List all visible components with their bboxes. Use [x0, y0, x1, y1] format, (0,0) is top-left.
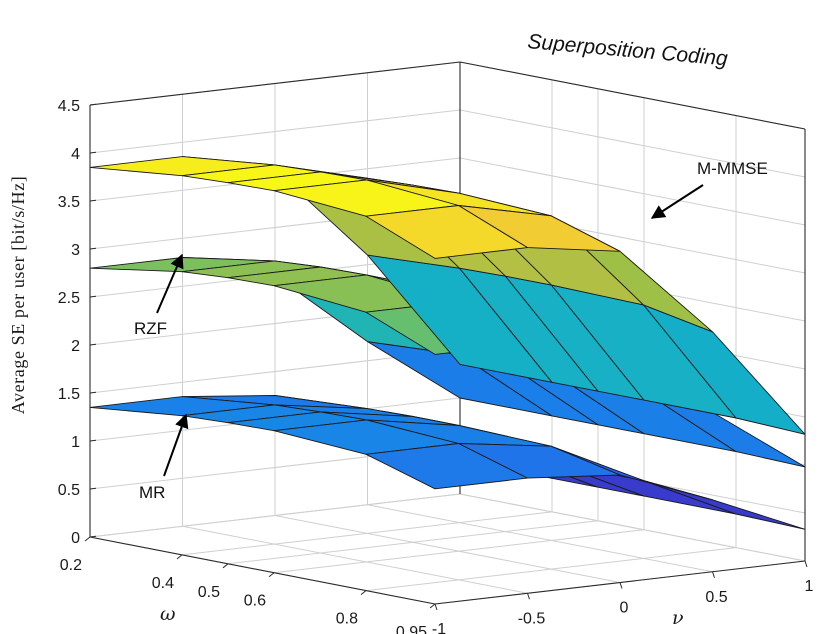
surface-m-mmse	[89, 156, 806, 435]
z-tick-label: 4.5	[58, 98, 80, 115]
nu-tick-label: 0.5	[705, 589, 727, 606]
nu-tick-mark	[712, 571, 715, 578]
chart-title: Superposition Coding	[527, 30, 729, 70]
axis-box-edge	[89, 536, 436, 605]
surface-patch	[365, 443, 528, 490]
omega-tick-label: 0.5	[198, 584, 220, 601]
annotation-mr: MR	[139, 413, 189, 502]
surface-patch	[365, 205, 528, 259]
omega-tick-label: 0.95	[396, 624, 427, 634]
z-tick-mark	[89, 295, 97, 298]
omega-tick-mark	[222, 563, 229, 569]
label-layer: 00.511.522.533.544.50.20.40.50.60.80.95-…	[58, 98, 814, 634]
axis-box-edge	[89, 61, 461, 106]
z-tick-label: 0.5	[58, 482, 80, 499]
annotation-rzf: RZF	[134, 253, 184, 338]
nu-tick-mark	[434, 603, 438, 611]
omega-tick-mark	[429, 603, 436, 609]
surface-mr	[89, 395, 806, 530]
annotation-mmmse: M-MMSE	[650, 159, 768, 219]
omega-tick-label: 0.8	[336, 611, 358, 628]
nu-tick-mark	[804, 560, 808, 568]
z-tick-label: 0	[71, 530, 80, 547]
floor-gridline-nu	[182, 525, 528, 594]
z-tick-label: 3	[71, 242, 80, 259]
z-tick-mark	[89, 199, 97, 202]
nu-tick-label: 1	[805, 578, 814, 595]
nu-tick-mark	[619, 582, 623, 589]
surface-layer	[89, 156, 806, 530]
z-gridline	[89, 61, 806, 130]
z-tick-mark	[89, 343, 97, 346]
z-tick-label: 2.5	[58, 290, 80, 307]
floor-gridline-nu	[274, 515, 621, 583]
nu-tick-label: -1	[432, 621, 446, 634]
z-axis-label: Average SE per user [bit/s/Hz]	[8, 176, 28, 415]
z-tick-label: 3.5	[58, 194, 80, 211]
z-tick-label: 1.5	[58, 386, 80, 403]
axis-box-edge	[459, 61, 806, 130]
z-tick-label: 4	[71, 146, 80, 163]
floor-gridline-nu	[367, 504, 713, 573]
nu-axis-label: ν	[672, 607, 684, 629]
annotation-rzf-arrow	[156, 253, 184, 314]
omega-tick-label: 0.4	[152, 575, 174, 592]
z-tick-mark	[89, 487, 97, 490]
nu-tick-mark	[527, 593, 530, 600]
z-tick-mark	[89, 535, 97, 538]
z-tick-mark	[89, 103, 97, 106]
annotation-mmmse-label: M-MMSE	[697, 159, 768, 178]
z-tick-label: 2	[71, 338, 80, 355]
omega-tick-label: 0.2	[60, 557, 82, 574]
omega-tick-mark	[176, 554, 183, 560]
omega-tick-mark	[84, 536, 91, 542]
omega-axis-label: ω	[160, 603, 176, 625]
z-tick-label: 1	[71, 434, 80, 451]
nu-tick-label: -0.5	[518, 610, 546, 627]
z-tick-mark	[89, 439, 97, 442]
omega-tick-label: 0.6	[244, 593, 266, 610]
omega-tick-mark	[268, 572, 275, 578]
annotation-mr-arrow	[163, 413, 189, 477]
annotation-mr-label: MR	[139, 483, 165, 502]
annotation-mmmse-arrow	[650, 184, 704, 219]
floor-gridline-nu	[459, 493, 806, 562]
omega-tick-mark	[360, 590, 367, 595]
nu-tick-label: 0	[620, 600, 629, 617]
z-tick-mark	[89, 247, 97, 250]
annotation-rzf-label: RZF	[134, 319, 167, 338]
z-tick-mark	[89, 391, 97, 394]
z-tick-mark	[89, 151, 97, 154]
